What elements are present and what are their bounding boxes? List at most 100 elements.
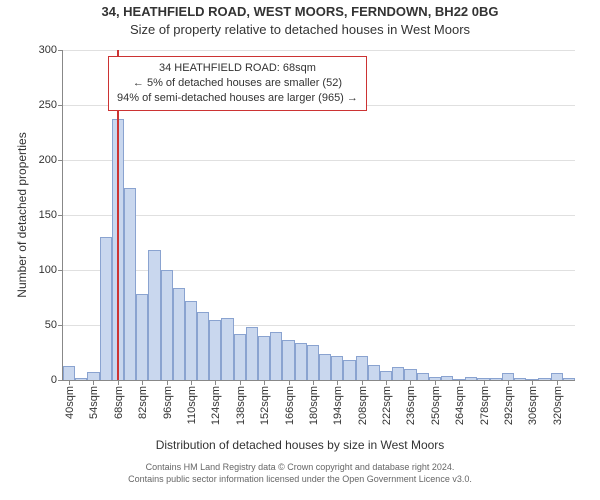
histogram-bar xyxy=(87,372,99,380)
info-box: 34 HEATHFIELD ROAD: 68sqm← 5% of detache… xyxy=(108,56,367,111)
chart-title-line2: Size of property relative to detached ho… xyxy=(0,22,600,38)
info-box-line: 94% of semi-detached houses are larger (… xyxy=(117,91,358,106)
histogram-bar xyxy=(514,378,526,380)
histogram-bar xyxy=(538,378,550,380)
xtick-label: 222sqm xyxy=(379,386,393,425)
ytick-label: 300 xyxy=(39,44,63,56)
xtick-mark xyxy=(118,380,119,385)
gridline xyxy=(63,160,575,161)
xtick-mark xyxy=(215,380,216,385)
histogram-bar xyxy=(270,332,282,380)
histogram-bar xyxy=(258,336,270,380)
xtick-mark xyxy=(435,380,436,385)
histogram-bar xyxy=(319,354,331,380)
xtick-label: 180sqm xyxy=(306,386,320,425)
histogram-bar xyxy=(63,366,75,380)
xtick-mark xyxy=(410,380,411,385)
histogram-bar xyxy=(197,312,209,380)
xtick-label: 124sqm xyxy=(208,386,222,425)
histogram-bar xyxy=(100,237,112,380)
xtick-mark xyxy=(337,380,338,385)
xtick-mark xyxy=(93,380,94,385)
histogram-bar xyxy=(490,378,502,380)
chart-title-line1: 34, HEATHFIELD ROAD, WEST MOORS, FERNDOW… xyxy=(0,4,600,20)
xtick-label: 320sqm xyxy=(550,386,564,425)
histogram-bar xyxy=(234,334,246,380)
histogram-bar xyxy=(563,378,575,380)
xtick-mark xyxy=(69,380,70,385)
xtick-label: 152sqm xyxy=(257,386,271,425)
x-axis-label: Distribution of detached houses by size … xyxy=(0,438,600,452)
histogram-bar xyxy=(282,340,294,380)
histogram-bar xyxy=(209,320,221,381)
xtick-label: 264sqm xyxy=(452,386,466,425)
histogram-bar xyxy=(221,318,233,380)
xtick-mark xyxy=(484,380,485,385)
xtick-mark xyxy=(557,380,558,385)
histogram-bar xyxy=(343,360,355,380)
xtick-label: 278sqm xyxy=(477,386,491,425)
histogram-bar xyxy=(307,345,319,380)
ytick-label: 50 xyxy=(45,319,63,331)
histogram-bar xyxy=(161,270,173,380)
xtick-label: 40sqm xyxy=(62,386,76,419)
ytick-label: 200 xyxy=(39,154,63,166)
info-box-line: ← 5% of detached houses are smaller (52) xyxy=(117,76,358,91)
histogram-bar xyxy=(185,301,197,380)
ytick-label: 150 xyxy=(39,209,63,221)
xtick-mark xyxy=(289,380,290,385)
histogram-bar xyxy=(75,378,87,380)
xtick-label: 194sqm xyxy=(330,386,344,425)
gridline xyxy=(63,270,575,271)
xtick-label: 208sqm xyxy=(355,386,369,425)
xtick-label: 96sqm xyxy=(160,386,174,419)
chart-container: { "title_line1": "34, HEATHFIELD ROAD, W… xyxy=(0,0,600,500)
attribution-line1: Contains HM Land Registry data © Crown c… xyxy=(0,462,600,472)
ytick-label: 250 xyxy=(39,99,63,111)
ytick-label: 0 xyxy=(51,374,63,386)
xtick-mark xyxy=(313,380,314,385)
y-axis-label: Number of detached properties xyxy=(15,105,29,325)
xtick-label: 82sqm xyxy=(135,386,149,419)
xtick-mark xyxy=(386,380,387,385)
xtick-mark xyxy=(191,380,192,385)
histogram-bar xyxy=(246,327,258,380)
histogram-bar xyxy=(331,356,343,380)
histogram-bar xyxy=(551,373,563,380)
xtick-label: 110sqm xyxy=(184,386,198,424)
histogram-bar xyxy=(441,376,453,380)
xtick-mark xyxy=(167,380,168,385)
xtick-label: 250sqm xyxy=(428,386,442,425)
histogram-bar xyxy=(502,373,514,380)
histogram-bar xyxy=(392,367,404,380)
xtick-mark xyxy=(508,380,509,385)
plot-area: 05010015020025030040sqm54sqm68sqm82sqm96… xyxy=(62,50,575,381)
gridline xyxy=(63,215,575,216)
gridline xyxy=(63,50,575,51)
xtick-mark xyxy=(142,380,143,385)
xtick-label: 166sqm xyxy=(282,386,296,425)
xtick-label: 54sqm xyxy=(86,386,100,419)
xtick-label: 68sqm xyxy=(111,386,125,419)
histogram-bar xyxy=(356,356,368,380)
xtick-mark xyxy=(240,380,241,385)
histogram-bar xyxy=(465,377,477,380)
xtick-mark xyxy=(362,380,363,385)
xtick-label: 306sqm xyxy=(525,386,539,425)
ytick-label: 100 xyxy=(39,264,63,276)
histogram-bar xyxy=(136,294,148,380)
histogram-bar xyxy=(368,365,380,380)
histogram-bar xyxy=(124,188,136,381)
xtick-mark xyxy=(459,380,460,385)
attribution-line2: Contains public sector information licen… xyxy=(0,474,600,484)
xtick-mark xyxy=(532,380,533,385)
xtick-mark xyxy=(264,380,265,385)
histogram-bar xyxy=(417,373,429,380)
info-box-line: 34 HEATHFIELD ROAD: 68sqm xyxy=(117,61,358,76)
histogram-bar xyxy=(295,343,307,380)
xtick-label: 236sqm xyxy=(403,386,417,425)
histogram-bar xyxy=(380,371,392,380)
xtick-label: 292sqm xyxy=(501,386,515,425)
histogram-bar xyxy=(148,250,160,380)
histogram-bar xyxy=(173,288,185,380)
